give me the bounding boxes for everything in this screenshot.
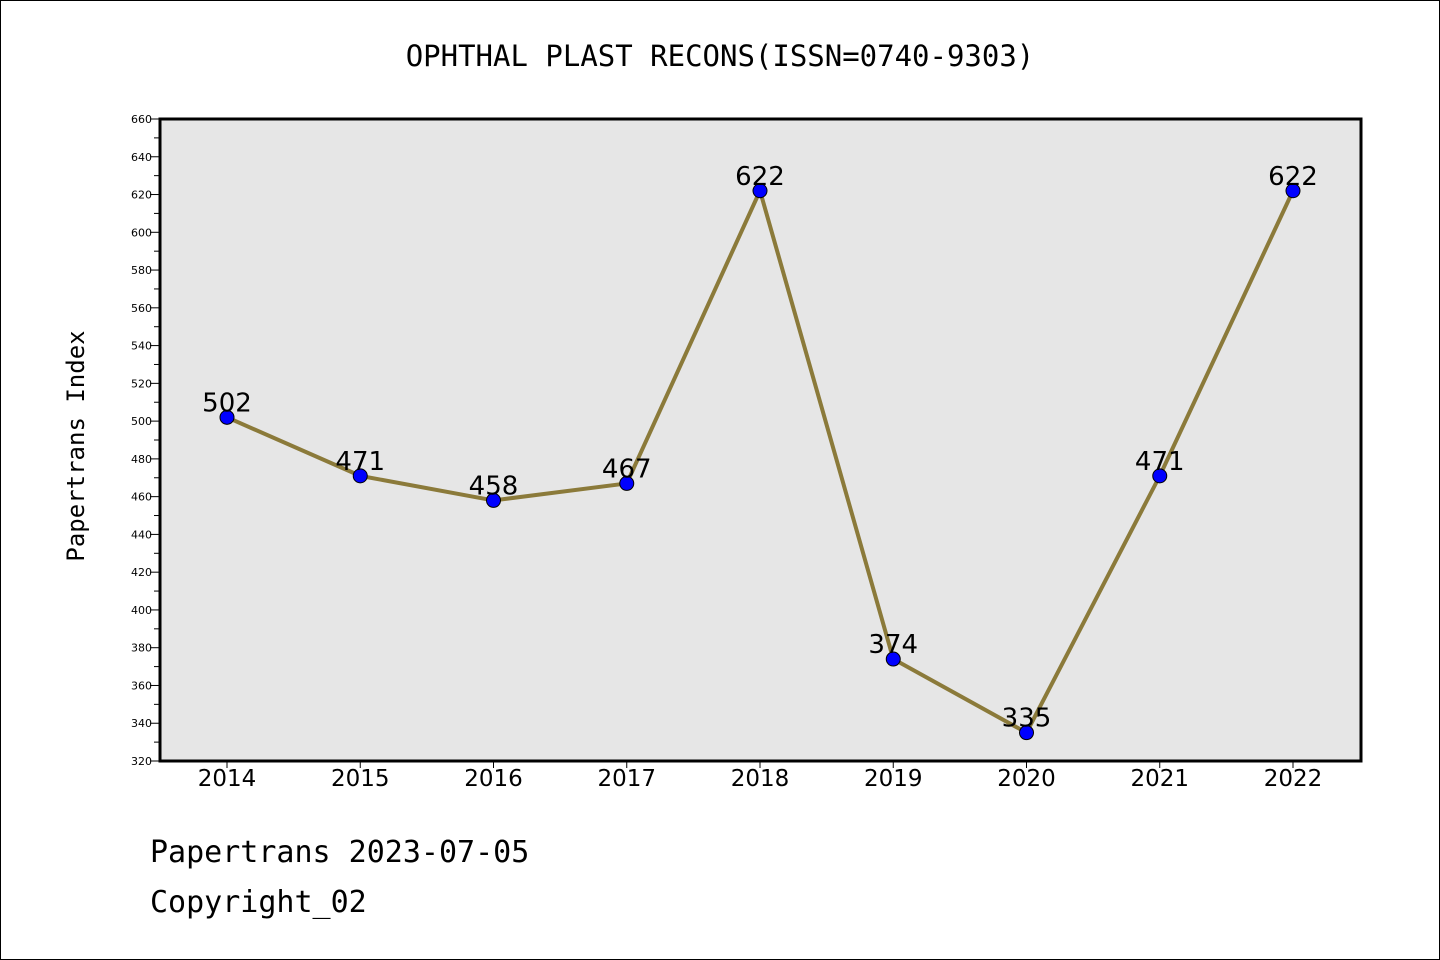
y-tick-label: 520 [131,377,152,390]
y-tick-label: 540 [131,340,152,353]
y-tick-label: 440 [131,528,152,541]
data-point [885,651,901,667]
data-label: 374 [868,630,918,660]
y-tick-label: 600 [131,226,152,239]
x-axis: 2014 2015 2016 2017 2018 2019 2020 2021 2022 [198,761,1323,792]
y-tick-label: 460 [131,491,152,504]
data-label: 502 [202,388,252,418]
y-tick-label: 480 [131,453,152,466]
data-point [219,409,235,425]
y-tick-label: 420 [131,566,152,579]
series-markers [219,183,1301,741]
data-point [1019,725,1034,741]
y-tick-label: 580 [131,264,152,277]
y-tick-label: 320 [131,755,152,768]
x-tick-label: 2016 [464,766,523,792]
x-tick-label: 2021 [1130,766,1189,792]
y-tick-label: 360 [131,679,152,692]
data-point [752,183,768,199]
y-tick-label: 400 [131,604,152,617]
data-label: 335 [1002,704,1052,734]
y-tick-label: 380 [131,642,152,655]
x-tick-label: 2020 [997,766,1056,792]
data-label: 458 [469,471,519,501]
y-tick-label: 640 [131,151,152,164]
plot-area [158,117,1363,763]
data-point [486,492,501,508]
x-tick-label: 2018 [731,766,790,792]
y-tick-label: 500 [131,415,152,428]
footer-date: Papertrans 2023-07-05 [150,835,530,870]
data-label: 471 [335,447,385,477]
data-point [1152,468,1168,484]
y-tick-label: 620 [131,189,152,202]
x-tick-label: 2015 [331,766,390,792]
y-tick-label: 340 [131,717,152,730]
footer-copyright: Copyright_02 [150,885,367,920]
y-axis: 320 340 360 380 400 420 440 460 480 500 520 540 560 5… [131,113,160,768]
data-point [352,468,368,484]
data-point [1285,183,1301,199]
data-label: 471 [1135,447,1185,477]
x-tick-label: 2022 [1264,766,1323,792]
data-label: 467 [602,454,652,484]
data-label: 622 [1268,162,1318,192]
data-label: 622 [735,162,785,192]
data-labels: 502 471 458 467 622 374 335 471 622 [202,162,1318,734]
y-tick-label: 660 [131,113,152,126]
x-tick-label: 2017 [597,766,656,792]
chart-title: OPHTHAL PLAST RECONS(ISSN=0740-9303) [406,39,1035,73]
x-tick-label: 2014 [198,766,257,792]
x-tick-label: 2019 [864,766,923,792]
y-axis-label: Papertrans Index [62,330,90,561]
data-point [619,475,635,491]
y-tick-label: 560 [131,302,152,315]
